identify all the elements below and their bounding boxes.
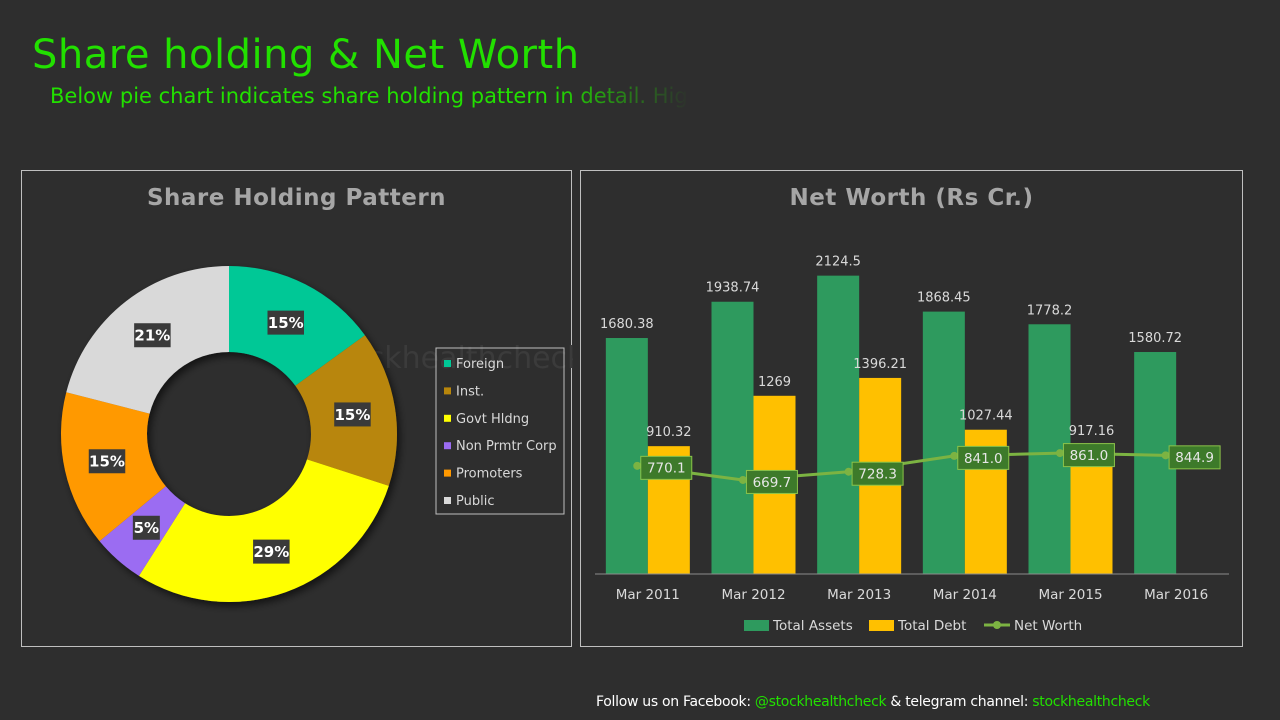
net-worth-point xyxy=(633,461,642,470)
bar-chart-title: Net Worth (Rs Cr.) xyxy=(789,185,1034,211)
net-worth-data-label: 844.9 xyxy=(1168,445,1221,470)
pie-legend: Foreign Inst. Govt Hldng Non Prmtr Corp Prom… xyxy=(435,347,565,515)
legend-label: Foreign xyxy=(456,357,504,372)
net-worth-data-label: 861.0 xyxy=(1062,443,1115,468)
svg-text:770.1: 770.1 xyxy=(647,461,686,477)
svg-text:29%: 29% xyxy=(253,543,289,561)
pie-chart-title: Share Holding Pattern xyxy=(146,185,447,211)
svg-text:861.0: 861.0 xyxy=(1070,448,1109,464)
page-title: Share holding & Net Worth xyxy=(32,32,580,78)
slice-data-label: 5% xyxy=(132,515,160,540)
x-tick-label: Mar 2016 xyxy=(1144,587,1208,603)
slice-data-label: 21% xyxy=(134,323,171,348)
svg-text:841.0: 841.0 xyxy=(964,451,1003,467)
bar-total-assets xyxy=(711,301,754,574)
net-worth-chart: Net Worth (Rs Cr.) Mar 2011 Mar 2012 Mar 2… xyxy=(580,170,1243,647)
net-worth-data-label: 770.1 xyxy=(640,455,693,480)
bar-legend: Total Assets Total Debt Net Worth xyxy=(744,618,1082,634)
legend-label: Non Prmtr Corp xyxy=(456,439,557,454)
donut-slice-govt-hldng xyxy=(138,459,389,602)
legend-swatch xyxy=(869,620,894,631)
pie-chart-svg: stockhealthcheck15%15%29%5%15%21%Foreign… xyxy=(61,266,573,602)
footer-prefix: Follow us on Facebook: xyxy=(596,694,755,710)
x-tick-label: Mar 2014 xyxy=(933,587,997,603)
legend-swatch xyxy=(444,469,451,477)
bar-total-assets xyxy=(817,275,860,574)
bar-data-label: 2124.5 xyxy=(815,255,861,270)
bar-data-label: 910.32 xyxy=(646,425,692,440)
svg-text:15%: 15% xyxy=(335,406,371,424)
legend-swatch xyxy=(444,360,451,367)
legend-label: Total Debt xyxy=(897,618,966,634)
bar-total-assets xyxy=(922,311,965,574)
net-worth-point xyxy=(1161,451,1170,460)
legend-swatch xyxy=(444,414,451,422)
legend-label: Public xyxy=(456,494,494,509)
net-worth-data-label: 841.0 xyxy=(957,445,1010,470)
bar-data-label: 1778.2 xyxy=(1027,303,1073,318)
bar-data-label: 1680.38 xyxy=(600,317,654,332)
x-tick-label: Mar 2013 xyxy=(827,587,891,603)
legend-swatch xyxy=(444,387,451,395)
slice-data-label: 15% xyxy=(267,310,304,335)
legend-swatch xyxy=(744,620,769,631)
svg-text:669.7: 669.7 xyxy=(753,475,792,491)
telegram-channel[interactable]: stockhealthcheck xyxy=(1032,694,1150,710)
legend-swatch xyxy=(444,497,451,504)
legend-label: Total Assets xyxy=(772,618,853,634)
slice-data-label: 29% xyxy=(253,539,290,564)
legend-swatch xyxy=(444,442,451,450)
svg-text:21%: 21% xyxy=(134,327,170,345)
bar-data-label: 1027.44 xyxy=(959,409,1013,424)
legend-label: Inst. xyxy=(456,384,484,399)
facebook-handle[interactable]: @stockhealthcheck xyxy=(754,694,887,710)
bar-chart-svg: Mar 2011 Mar 2012 Mar 2013 Mar 2014 Mar 2015… xyxy=(595,255,1229,634)
svg-text:15%: 15% xyxy=(268,314,304,332)
net-worth-point xyxy=(738,475,747,484)
bar-data-label: 1269 xyxy=(758,375,791,390)
bar-data-label: 1396.21 xyxy=(853,357,907,372)
legend-marker xyxy=(993,621,1001,629)
x-tick-label: Mar 2012 xyxy=(721,587,785,603)
svg-text:844.9: 844.9 xyxy=(1175,450,1214,466)
slice-data-label: 15% xyxy=(334,402,371,427)
net-worth-data-label: 728.3 xyxy=(851,461,904,486)
x-tick-label: Mar 2015 xyxy=(1038,587,1102,603)
x-tick-label: Mar 2011 xyxy=(616,587,680,603)
footer-middle: & telegram channel: xyxy=(886,694,1033,710)
svg-text:5%: 5% xyxy=(134,519,159,537)
bar-data-label: 1938.74 xyxy=(706,281,760,296)
share-holding-chart: Share Holding Pattern stockhealthcheck 15… xyxy=(21,170,573,647)
slice-data-label: 15% xyxy=(88,449,126,474)
donut-slices xyxy=(61,266,397,602)
legend-label: Promoters xyxy=(456,467,523,482)
legend-label: Govt Hldng xyxy=(456,412,529,427)
bar-data-label: 1580.72 xyxy=(1128,331,1182,346)
net-worth-data-label: 669.7 xyxy=(745,469,798,494)
page-subtitle: Below pie chart indicates share holding … xyxy=(50,84,688,108)
svg-text:728.3: 728.3 xyxy=(858,467,897,483)
net-worth-point xyxy=(844,467,853,476)
svg-text:15%: 15% xyxy=(89,453,125,471)
bar-data-label: 1868.45 xyxy=(917,291,971,306)
footer: Follow us on Facebook: @stockhealthcheck… xyxy=(596,694,1150,710)
bar-data-label: 917.16 xyxy=(1069,424,1115,439)
net-worth-point xyxy=(1055,449,1064,458)
net-worth-point xyxy=(950,451,959,460)
legend-label: Net Worth xyxy=(1014,618,1082,634)
